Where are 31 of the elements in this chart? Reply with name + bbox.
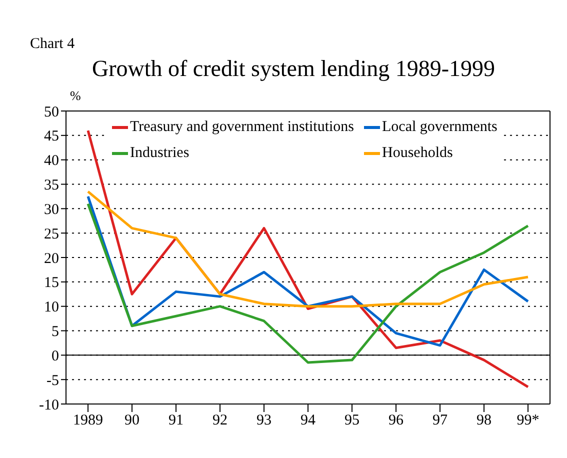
y-tick-label: 10 [44,300,59,316]
y-tick-label: 40 [44,153,59,170]
y-axis-title: % [70,88,81,104]
y-tick-label: -10 [39,397,59,414]
legend-label: Treasury and government institutions [130,118,354,137]
x-tick-label: 97 [432,412,448,429]
y-tick-label: 20 [44,250,59,267]
y-tick-label: 50 [44,104,59,120]
x-tick-label: 92 [212,412,228,429]
y-tick-label: 25 [44,226,59,242]
x-tick-label: 99* [516,412,540,429]
x-tick-label: 1989 [73,412,103,429]
x-tick-label: 96 [388,412,404,429]
chart-subtitle: Chart 4 [30,36,75,53]
y-tick-label: 30 [44,202,59,218]
y-tick-label: 0 [52,348,59,364]
x-tick-label: 93 [256,412,272,429]
x-tick-label: 91 [168,412,184,429]
legend-label: Households [382,144,453,163]
legend-label: Industries [130,144,190,163]
y-tick-label: 15 [44,275,59,292]
x-tick-label: 95 [344,412,360,429]
x-tick-label: 94 [300,412,316,429]
x-tick-label: 98 [476,412,492,429]
y-tick-label: 35 [44,178,59,194]
chart-title: Growth of credit system lending 1989-1999 [90,56,496,82]
x-tick-label: 90 [124,412,140,429]
legend-label: Local governments [382,118,498,137]
y-tick-label: -5 [46,372,59,389]
y-tick-label: 45 [44,128,59,145]
y-tick-label: 5 [52,324,59,340]
